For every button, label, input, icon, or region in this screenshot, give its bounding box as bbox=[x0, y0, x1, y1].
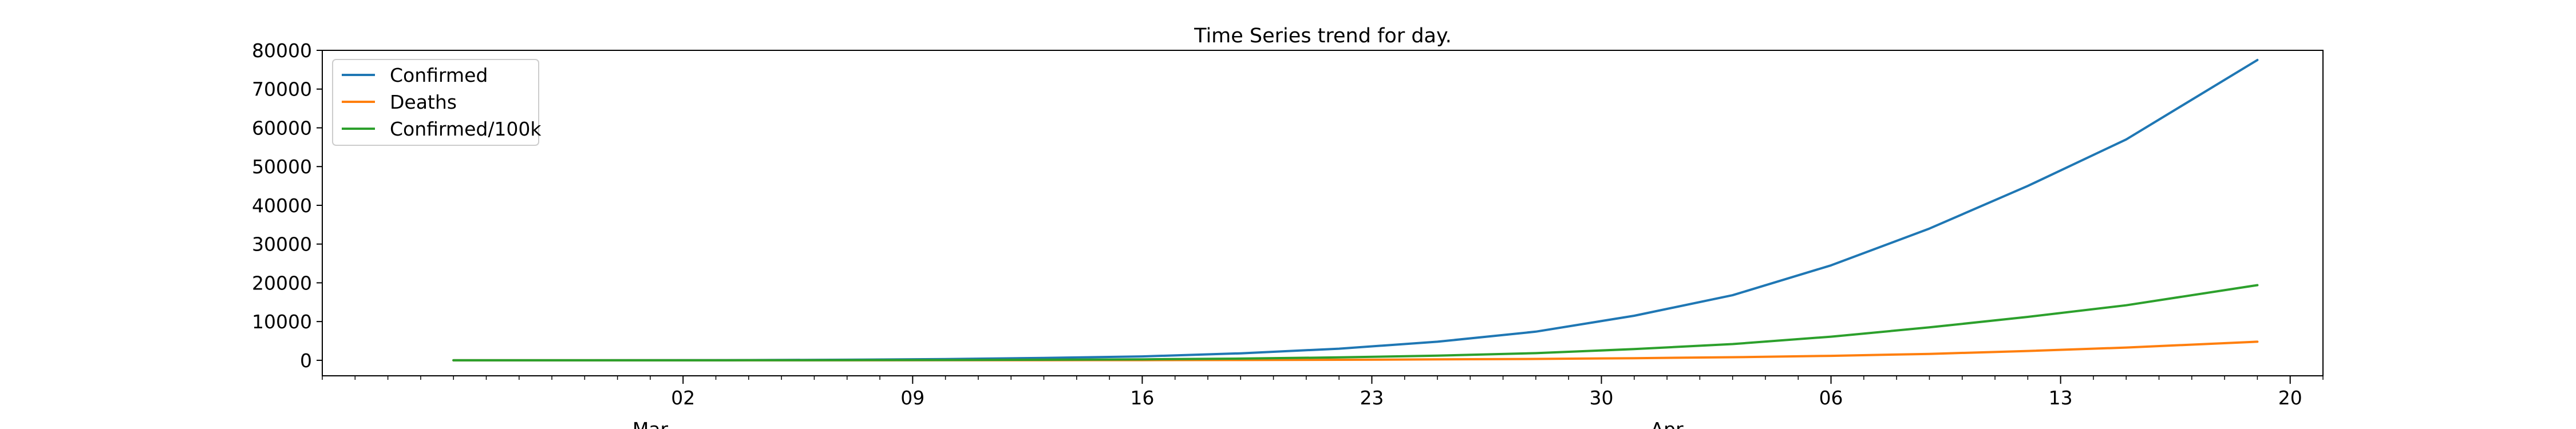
legend: Confirmed Deaths Confirmed/100k bbox=[332, 59, 542, 146]
legend-label: Confirmed/100k bbox=[390, 118, 542, 140]
x-month-label: Apr bbox=[1651, 418, 1684, 429]
y-tick-label: 20000 bbox=[252, 272, 312, 294]
legend-label: Confirmed bbox=[390, 64, 488, 86]
y-tick-label: 60000 bbox=[252, 117, 312, 139]
y-tick-label: 10000 bbox=[252, 311, 312, 333]
x-tick-label: 13 bbox=[2049, 387, 2073, 409]
x-month-label: Mar bbox=[633, 418, 669, 429]
y-tick-label: 40000 bbox=[252, 194, 312, 217]
y-tick-label: 70000 bbox=[252, 78, 312, 101]
x-tick-label: 23 bbox=[1360, 387, 1384, 409]
y-tick-label: 0 bbox=[300, 349, 312, 372]
axes-frame bbox=[322, 50, 2324, 376]
y-axis: 0 10000 20000 30000 40000 50000 60000 70000 8000… bbox=[252, 39, 322, 372]
chart-title: Time Series trend for day. bbox=[1194, 25, 1452, 47]
x-tick-label: 20 bbox=[2278, 387, 2302, 409]
x-axis: 02 09 16 23 30 06 13 20 Mar Apr bbox=[322, 376, 2324, 429]
legend-box bbox=[332, 59, 539, 146]
x-tick-label: 09 bbox=[900, 387, 924, 409]
x-tick-label: 30 bbox=[1590, 387, 1614, 409]
y-tick-label: 30000 bbox=[252, 233, 312, 256]
series-layer bbox=[452, 58, 2259, 362]
legend-label: Deaths bbox=[390, 91, 457, 113]
x-tick-label: 02 bbox=[671, 387, 695, 409]
x-tick-label: 16 bbox=[1130, 387, 1154, 409]
plot-area bbox=[322, 50, 2324, 376]
x-tick-label: 06 bbox=[1819, 387, 1843, 409]
y-tick-label: 50000 bbox=[252, 156, 312, 178]
series-line-3 bbox=[452, 284, 2259, 362]
y-tick-label: 80000 bbox=[252, 39, 312, 62]
